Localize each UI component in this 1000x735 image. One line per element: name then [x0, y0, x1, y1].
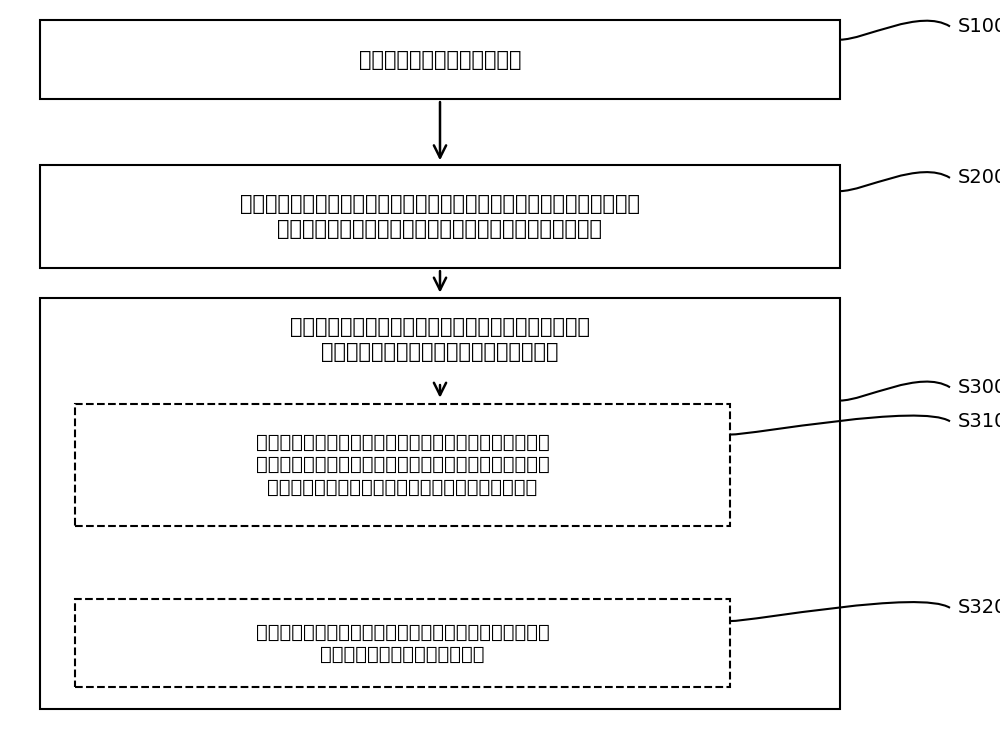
Text: S3101: S3101 [958, 412, 1000, 431]
Text: 目标对象对应的账单，生成并显示支付界面: 目标对象对应的账单，生成并显示支付界面 [321, 343, 559, 362]
Text: 的情况下，确定所述第一人体特征信息对应的用户身份等级: 的情况下，确定所述第一人体特征信息对应的用户身份等级 [278, 219, 602, 240]
Text: 根据所述第一人体特征信息对应的用户身份等级、所述: 根据所述第一人体特征信息对应的用户身份等级、所述 [290, 318, 590, 337]
Text: 根据所述目标对象对应的可用优惠信息、所述目标对象对: 根据所述目标对象对应的可用优惠信息、所述目标对象对 [256, 623, 549, 642]
Text: S100: S100 [958, 17, 1000, 36]
Text: 所述第一人体特征信息对应的可用优惠信息，并将所述可: 所述第一人体特征信息对应的可用优惠信息，并将所述可 [256, 456, 549, 474]
Text: S300: S300 [958, 378, 1000, 397]
Text: 在所述目标对象的人体特征信息与预设数据库中的第一人体特征信息匹配: 在所述目标对象的人体特征信息与预设数据库中的第一人体特征信息匹配 [240, 194, 640, 215]
Bar [40, 165, 840, 268]
Text: S3201: S3201 [958, 598, 1000, 617]
Text: 根据所述第一人体特征信息对应的会员的会员级别，确定: 根据所述第一人体特征信息对应的会员的会员级别，确定 [256, 434, 549, 452]
Text: 应的账单，生成并显示支付界面: 应的账单，生成并显示支付界面 [320, 645, 485, 664]
Text: S200: S200 [958, 168, 1000, 187]
Bar [40, 20, 840, 99]
Bar [40, 298, 840, 709]
Text: 用优惠信息确定为所述目标对象对应的可用优惠信息: 用优惠信息确定为所述目标对象对应的可用优惠信息 [267, 478, 538, 496]
Text: 获取目标对象的人体特征信息: 获取目标对象的人体特征信息 [359, 49, 521, 70]
Bar [75, 599, 730, 687]
Bar [75, 404, 730, 526]
